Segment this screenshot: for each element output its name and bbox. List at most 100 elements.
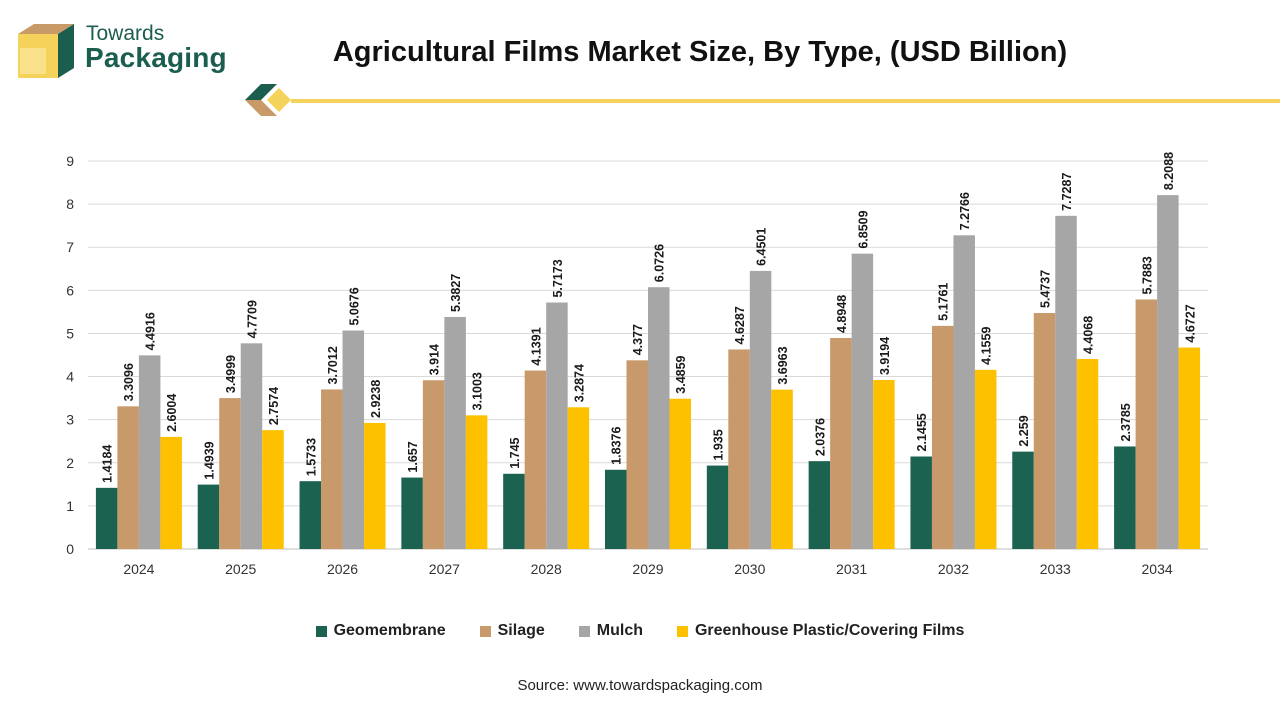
legend-label-greenhouse: Greenhouse Plastic/Covering Films: [694, 622, 965, 639]
divider-tan-chevron-icon: [245, 100, 277, 116]
brand-name-line1: Towards: [86, 22, 165, 45]
bar-mulch-2024: [138, 355, 161, 549]
y-tick-label: 0: [66, 541, 74, 557]
bar-geomembrane-2028: [503, 473, 525, 549]
bar-mulch-2033: [1055, 215, 1077, 549]
divider-green-chevron-icon: [245, 84, 277, 100]
bar-geomembrane-2025: [197, 484, 220, 549]
box-logo-icon: [18, 24, 74, 78]
data-label: 3.9194: [878, 337, 892, 375]
data-label: 2.0376: [813, 418, 827, 456]
legend-swatch-silage: [479, 625, 491, 637]
bar-greenhouse-2033: [1076, 359, 1099, 549]
bar-silage-2032: [931, 325, 954, 549]
data-label: 4.8948: [835, 295, 849, 333]
x-tick-label: 2034: [1142, 561, 1173, 577]
bar-silage-2028: [524, 370, 547, 549]
legend-item-silage: Silage: [479, 622, 545, 640]
bar-greenhouse-2034: [1178, 347, 1201, 549]
bar-silage-2033: [1033, 313, 1056, 549]
bar-greenhouse-2031: [873, 380, 895, 549]
y-tick-label: 9: [66, 153, 74, 169]
data-label: 5.4737: [1039, 270, 1053, 308]
bar-mulch-2027: [444, 316, 466, 549]
bar-greenhouse-2029: [669, 398, 691, 549]
x-tick-label: 2029: [632, 561, 663, 577]
data-label: 5.0676: [347, 287, 361, 325]
data-label: 1.8376: [610, 426, 624, 464]
bar-silage-2030: [728, 349, 750, 549]
x-tick-label: 2028: [531, 561, 562, 577]
x-tick-label: 2032: [938, 561, 969, 577]
data-label: 3.6963: [776, 346, 790, 384]
legend-swatch-geomembrane: [315, 625, 327, 637]
data-label: 7.7287: [1060, 173, 1074, 211]
x-tick-label: 2026: [327, 561, 358, 577]
source-note: Source: www.towardspackaging.com: [517, 677, 763, 694]
data-label: 5.7173: [551, 259, 565, 297]
data-label: 4.4068: [1082, 316, 1096, 354]
data-label: 5.7883: [1140, 256, 1154, 294]
title-divider: [245, 84, 1280, 116]
x-tick-label: 2030: [734, 561, 765, 577]
data-label: 3.914: [428, 344, 442, 375]
bar-greenhouse-2026: [364, 422, 386, 549]
chart-title: Agricultural Films Market Size, By Type,…: [332, 36, 1068, 68]
data-label: 1.4939: [202, 441, 216, 479]
data-label: 2.7574: [267, 387, 281, 425]
legend-item-geomembrane: Geomembrane: [315, 622, 446, 640]
bar-silage-2029: [626, 360, 648, 549]
bar-silage-2026: [321, 389, 343, 549]
data-label: 4.4916: [144, 312, 158, 350]
bar-greenhouse-2025: [262, 430, 284, 549]
bar-geomembrane-2033: [1012, 451, 1034, 549]
data-label: 4.6287: [733, 306, 747, 344]
data-label: 3.2874: [572, 364, 586, 402]
bar-geomembrane-2029: [605, 469, 627, 549]
bar-silage-2034: [1135, 299, 1158, 549]
bar-mulch-2026: [342, 330, 365, 549]
bar-mulch-2030: [749, 270, 772, 549]
data-label: 4.1391: [529, 327, 543, 365]
brand-name-line2: Packaging: [85, 42, 227, 73]
data-label: 4.377: [631, 324, 645, 355]
y-tick-label: 1: [66, 498, 74, 514]
data-label: 4.7709: [245, 300, 259, 338]
bar-geomembrane-2034: [1114, 446, 1136, 549]
bar-mulch-2025: [240, 343, 263, 549]
bar-geomembrane-2026: [299, 481, 322, 549]
data-label: 6.8509: [856, 210, 870, 248]
bar-greenhouse-2027: [465, 415, 488, 549]
legend-swatch-greenhouse: [676, 625, 688, 637]
y-tick-label: 6: [66, 282, 74, 298]
bar-silage-2027: [422, 380, 445, 549]
bar-geomembrane-2031: [808, 461, 831, 549]
bar-greenhouse-2024: [160, 436, 182, 549]
data-label: 1.4184: [101, 445, 115, 483]
x-tick-label: 2033: [1040, 561, 1071, 577]
bar-mulch-2028: [546, 302, 568, 549]
bar-geomembrane-2032: [910, 456, 932, 549]
y-tick-label: 5: [66, 325, 74, 341]
legend-label-silage: Silage: [497, 622, 545, 639]
divider-yellow-diamond-icon: [267, 88, 291, 112]
data-label: 3.3096: [122, 363, 136, 401]
data-label: 3.4859: [674, 355, 688, 393]
data-label: 2.6004: [165, 394, 179, 432]
data-label: 3.4999: [224, 355, 238, 393]
data-label: 3.1003: [471, 372, 485, 410]
legend-label-mulch: Mulch: [596, 622, 643, 639]
bar-mulch-2031: [851, 253, 874, 549]
legend-item-mulch: Mulch: [578, 622, 643, 640]
bar-geomembrane-2030: [706, 465, 729, 549]
chart-legend: Geomembrane Silage Mulch Greenhouse Plas…: [0, 622, 1280, 640]
data-label: 2.3785: [1119, 403, 1133, 441]
data-label: 2.9238: [369, 380, 383, 418]
legend-swatch-mulch: [578, 625, 590, 637]
bar-silage-2024: [117, 406, 139, 549]
x-tick-label: 2027: [429, 561, 460, 577]
data-label: 7.2766: [958, 192, 972, 230]
x-tick-label: 2024: [123, 561, 154, 577]
data-label: 4.1559: [980, 327, 994, 365]
